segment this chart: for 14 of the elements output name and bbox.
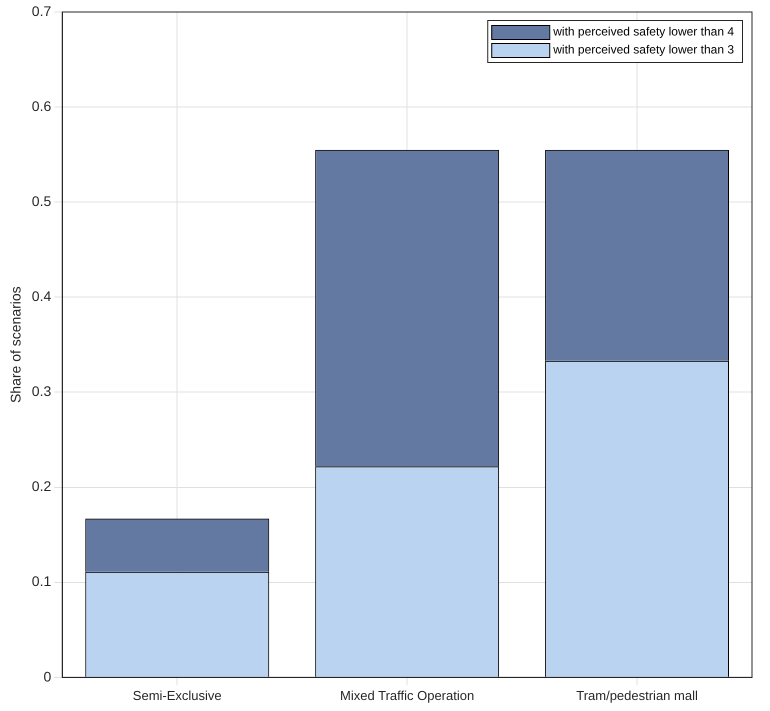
- y-tick-label: 0.2: [32, 478, 52, 494]
- y-tick-label: 0.3: [32, 383, 52, 400]
- y-axis-title: Share of scenarios: [7, 286, 24, 404]
- y-tick-label: 0.1: [32, 573, 52, 590]
- y-tick-label: 0: [43, 668, 52, 684]
- y-tick-label: 0.6: [32, 98, 52, 114]
- x-tick-label: Mixed Traffic Operation: [340, 688, 474, 703]
- x-tick-label: Tram/pedestrian mall: [576, 688, 698, 703]
- legend-label: with perceived safety lower than 4: [552, 24, 734, 38]
- y-tick-label: 0.4: [32, 288, 52, 304]
- x-tick-label: Semi-Exclusive: [132, 688, 222, 703]
- y-tick-label: 0.5: [32, 192, 52, 209]
- y-tick-label: 0.7: [32, 2, 52, 19]
- legend-label: with perceived safety lower than 3: [552, 42, 734, 56]
